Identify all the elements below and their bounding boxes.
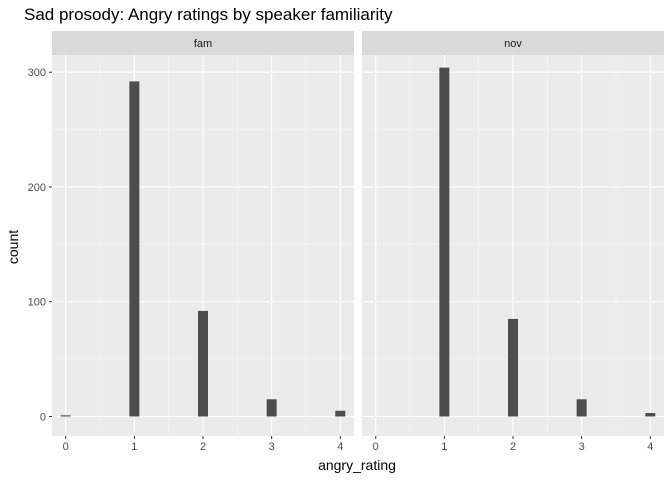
histogram-bar	[129, 81, 140, 417]
histogram-bar	[335, 410, 346, 417]
chart-title: Sad prosody: Angry ratings by speaker fa…	[24, 5, 393, 24]
histogram-bar	[266, 399, 277, 417]
y-tick-label: 200	[28, 182, 46, 194]
facet-strip-label: nov	[504, 38, 522, 50]
histogram-bar	[439, 67, 450, 417]
facet-strip-label: fam	[194, 38, 212, 50]
x-tick-label: 1	[441, 441, 447, 453]
facet-strip-background	[52, 31, 354, 55]
facet-strip-background	[362, 31, 664, 55]
x-tick-label: 3	[269, 441, 275, 453]
y-axis-title: count	[5, 230, 21, 264]
histogram-bar	[645, 413, 656, 417]
y-tick-label: 100	[28, 297, 46, 309]
x-tick-label: 4	[337, 441, 343, 453]
facets-layer: fam 0 1 2 3 4 0 100 200 300 nov 0 1 2 3 4	[28, 31, 664, 453]
facet-panel-nov: nov 0 1 2 3 4	[362, 31, 664, 453]
x-tick-label: 2	[510, 441, 516, 453]
x-tick-label: 4	[647, 441, 653, 453]
x-tick-label: 3	[579, 441, 585, 453]
facet-panel-fam: fam 0 1 2 3 4 0 100 200 300	[28, 31, 354, 453]
histogram-bar	[198, 310, 208, 417]
x-tick-label: 2	[200, 441, 206, 453]
x-tick-label: 1	[131, 441, 137, 453]
x-tick-label: 0	[63, 441, 69, 453]
y-tick-label: 300	[28, 67, 46, 79]
histogram-bar	[508, 318, 518, 417]
x-tick-label: 0	[373, 441, 379, 453]
x-axis-title: angry_rating	[318, 457, 396, 473]
histogram-bar	[576, 399, 587, 417]
histogram-bar	[60, 415, 71, 417]
y-tick-label: 0	[40, 411, 46, 423]
